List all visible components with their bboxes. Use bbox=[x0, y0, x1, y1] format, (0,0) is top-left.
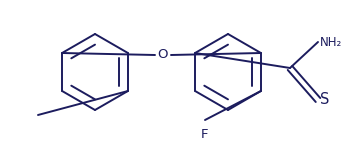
Text: O: O bbox=[158, 48, 168, 62]
Text: S: S bbox=[320, 93, 329, 108]
Text: NH₂: NH₂ bbox=[320, 36, 342, 48]
Text: F: F bbox=[201, 128, 209, 141]
